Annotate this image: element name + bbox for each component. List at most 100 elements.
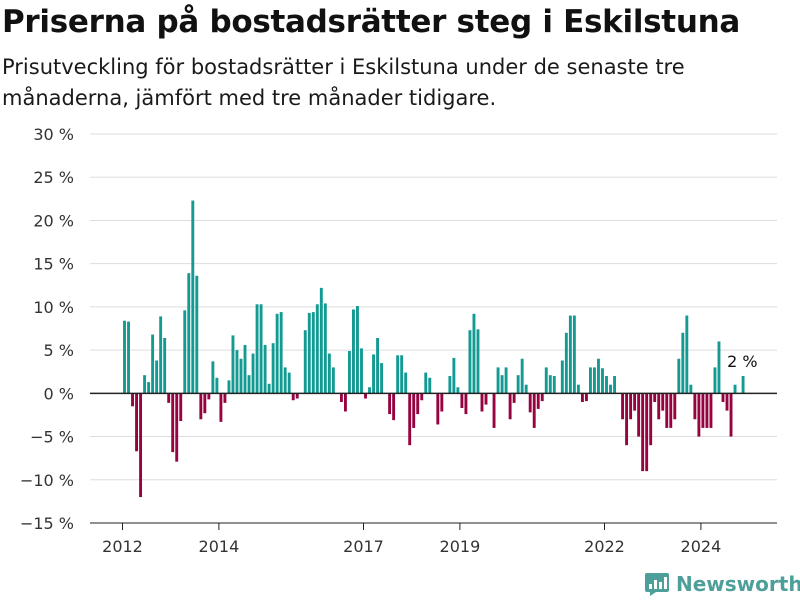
bar: [203, 393, 207, 414]
bar: [733, 384, 737, 394]
bar: [211, 361, 215, 394]
bar: [653, 393, 657, 402]
y-tick-label: 20 %: [33, 211, 74, 230]
bar: [721, 393, 725, 402]
bar: [580, 393, 584, 402]
bar: [143, 375, 147, 394]
bar: [440, 393, 444, 412]
bar: [368, 387, 371, 394]
bar: [127, 321, 130, 394]
newsworthy-logo: Newsworthy: [644, 569, 800, 599]
bar: [275, 313, 279, 394]
bar: [448, 376, 452, 394]
bar: [155, 360, 159, 394]
bar: [605, 376, 608, 394]
bar: [512, 393, 516, 403]
latest-value-annotation: 2 %: [727, 352, 757, 371]
y-axis-labels: 30 % 25 % 20 % 15 % 10 % 5 % 0 % −5 % −10 % −15 %: [20, 125, 74, 533]
bar: [705, 393, 709, 428]
bar: [239, 358, 243, 394]
brand-name: Newsworthy: [676, 572, 800, 596]
bar: [496, 367, 500, 394]
bar: [187, 273, 191, 394]
newsworthy-chart-logo-icon: [645, 573, 669, 596]
x-tick-label: 2022: [584, 537, 625, 556]
bar: [476, 329, 480, 394]
bar: [713, 367, 717, 394]
bar: [480, 393, 484, 412]
bar: [251, 353, 255, 394]
bar: [287, 372, 291, 394]
bar: [613, 376, 616, 394]
bar: [175, 393, 179, 462]
bar: [279, 312, 283, 394]
bar: [597, 358, 600, 394]
bar: [424, 372, 428, 394]
bar: [163, 338, 167, 394]
bar: [131, 393, 134, 407]
bar: [697, 393, 701, 437]
bar: [339, 393, 343, 402]
bar: [215, 377, 219, 394]
y-tick-label: 25 %: [33, 168, 74, 187]
x-tick-label: 2012: [102, 537, 143, 556]
x-tick-label: 2019: [440, 537, 481, 556]
bar: [524, 384, 528, 394]
bar: [343, 393, 347, 412]
bar: [139, 393, 143, 498]
bar: [701, 393, 705, 428]
bar: [331, 367, 335, 394]
bar: [295, 393, 299, 399]
bar: [472, 313, 476, 394]
x-axis: 2012 2014 2017 2019 2022 2024: [90, 522, 777, 556]
bar: [492, 393, 496, 428]
bar: [685, 315, 689, 394]
bar: [360, 348, 363, 394]
bar: [283, 367, 287, 394]
bar: [536, 393, 540, 409]
bar: [436, 393, 440, 425]
bar: [396, 355, 400, 394]
bar: [428, 377, 432, 394]
bar: [327, 353, 331, 394]
bar: [717, 341, 721, 394]
bar: [568, 315, 572, 394]
bar: [319, 287, 323, 394]
bar: [460, 393, 464, 409]
bar: [259, 304, 263, 394]
bar: [315, 304, 319, 394]
bar: [352, 309, 355, 394]
bar: [693, 393, 697, 420]
bar: [677, 358, 681, 394]
bar: [665, 393, 669, 428]
bar: [243, 344, 247, 394]
bar: [247, 375, 251, 394]
bar: [303, 330, 307, 394]
bar: [725, 393, 729, 411]
bar: [408, 393, 412, 446]
bar: [593, 367, 596, 394]
bar: [540, 393, 544, 402]
bar: [552, 376, 556, 394]
bar: [291, 393, 295, 401]
bar: [416, 393, 420, 415]
bar: [645, 393, 649, 472]
chart-subtitle: Prisutveckling för bostadsrätter i Eskil…: [2, 55, 685, 110]
bar: [183, 310, 187, 394]
y-tick-label: 5 %: [44, 341, 74, 360]
bar: [179, 393, 183, 421]
bar: [372, 354, 375, 394]
bar: [267, 383, 271, 394]
bar: [709, 393, 713, 428]
bar: [528, 393, 532, 413]
bar: [392, 393, 396, 421]
bar: [633, 393, 637, 411]
y-tick-label: −10 %: [20, 471, 74, 490]
bar: [227, 380, 231, 394]
x-tick-label: 2024: [681, 537, 722, 556]
bar: [464, 393, 468, 415]
bar: [516, 375, 520, 394]
bar: [219, 393, 223, 422]
bar: [532, 393, 536, 428]
